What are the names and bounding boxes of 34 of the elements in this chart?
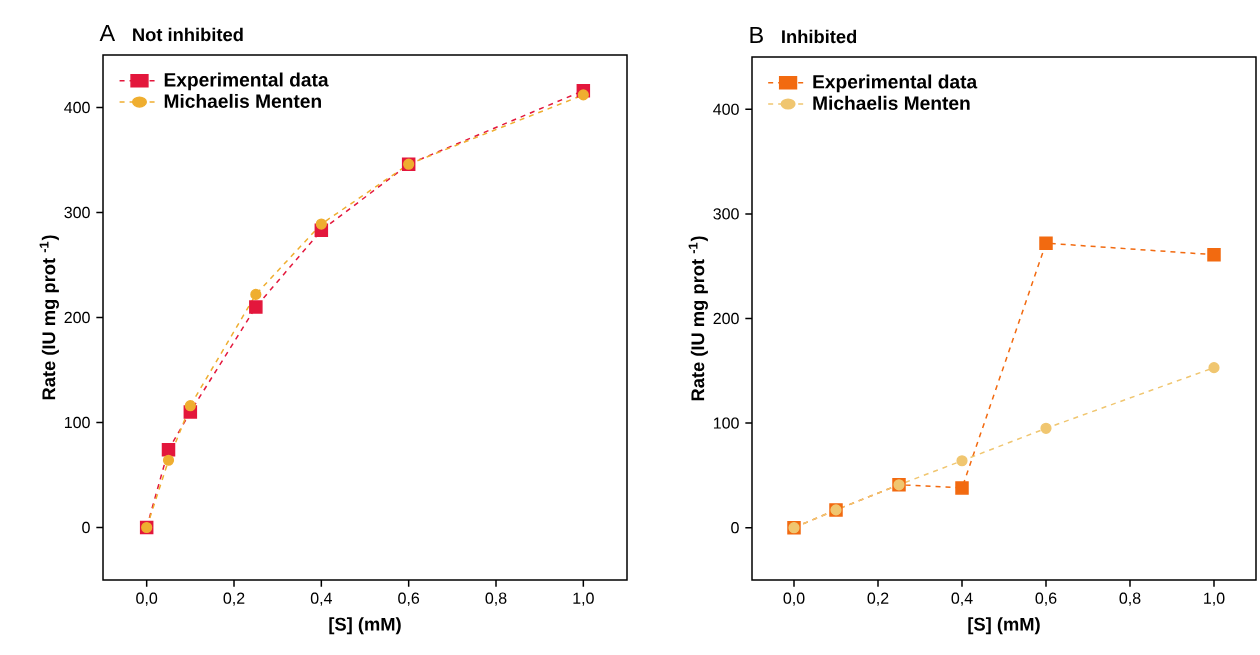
y-tick-label: 200 — [713, 312, 739, 325]
chart-title: Inhibited — [782, 29, 857, 44]
x-tick-label: 0,0 — [783, 592, 805, 606]
x-tick-label: 1,0 — [1204, 592, 1225, 606]
x-tick-label: 0,2 — [867, 592, 889, 606]
y-tick-label: 0 — [731, 522, 739, 534]
x-axis-title: [S] (mM) — [329, 617, 401, 635]
text: A — [99, 24, 116, 41]
x-tick-label: 0,6 — [398, 592, 420, 606]
y-tick-label: 300 — [713, 208, 739, 220]
x-tick-label: 0,8 — [485, 592, 507, 606]
x-tick-label: 0,8 — [1119, 592, 1141, 606]
y-tick-label: 400 — [713, 103, 739, 115]
legend-label: Michaelis Menten — [813, 95, 970, 110]
legend-label: Experimental data — [813, 74, 978, 93]
y-tick-label: 0 — [82, 521, 90, 534]
y-tick-label: 300 — [64, 206, 90, 219]
y-axis-title: Rate (IU mg prot $^{-1}$) — [688, 236, 708, 401]
y-axis-title: Rate (IU mg prot $^{-1}$) — [39, 235, 59, 400]
x-tick-label: 1,0 — [573, 592, 594, 606]
legend-label: Michaelis Menten — [164, 93, 321, 108]
y-tick-label: 100 — [713, 417, 739, 429]
chart-title: Not inhibited — [133, 27, 243, 42]
y-tick-label: 200 — [64, 311, 90, 324]
x-tick-label: 0,4 — [310, 592, 332, 606]
x-tick-label: 0,6 — [1035, 592, 1057, 606]
y-tick-label: 400 — [64, 101, 90, 114]
legend-label: Experimental data — [164, 72, 329, 91]
x-tick-label: 0,0 — [136, 592, 158, 606]
x-tick-label: 0,2 — [223, 592, 245, 606]
x-axis-title: [S] (mM) — [968, 617, 1040, 635]
y-tick-label: 100 — [64, 416, 90, 429]
text: B — [750, 26, 763, 43]
x-tick-label: 0,4 — [951, 592, 973, 606]
